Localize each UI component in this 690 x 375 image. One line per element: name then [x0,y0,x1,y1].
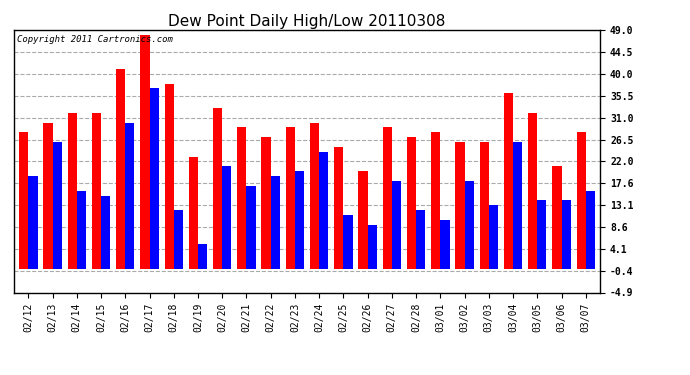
Title: Dew Point Daily High/Low 20110308: Dew Point Daily High/Low 20110308 [168,14,446,29]
Bar [43,123,52,268]
Bar [504,93,513,268]
Bar [286,128,295,268]
Bar [552,166,562,268]
Bar [198,244,207,268]
Bar [358,171,368,268]
Bar [344,215,353,268]
Bar [383,128,392,268]
Bar [431,132,440,268]
Bar [270,176,280,268]
Bar [538,201,546,268]
Bar [310,123,319,268]
Bar [489,206,498,268]
Bar [334,147,344,268]
Bar [150,88,159,268]
Bar [174,210,183,268]
Bar [19,132,28,268]
Bar [213,108,222,268]
Bar [237,128,246,268]
Bar [77,191,86,268]
Bar [140,35,150,268]
Bar [528,113,538,268]
Bar [222,166,231,268]
Bar [262,137,270,268]
Bar [126,123,135,268]
Bar [464,181,474,268]
Bar [455,142,464,268]
Bar [101,196,110,268]
Bar [164,84,174,268]
Bar [440,220,450,268]
Bar [92,113,101,268]
Bar [480,142,489,268]
Bar [513,142,522,268]
Bar [368,225,377,268]
Bar [189,157,198,268]
Bar [246,186,256,268]
Bar [407,137,416,268]
Bar [319,152,328,268]
Bar [392,181,401,268]
Bar [116,69,126,268]
Bar [577,132,586,268]
Bar [28,176,37,268]
Bar [586,191,595,268]
Bar [295,171,304,268]
Bar [68,113,77,268]
Bar [562,201,571,268]
Text: Copyright 2011 Cartronics.com: Copyright 2011 Cartronics.com [17,35,172,44]
Bar [52,142,62,268]
Bar [416,210,425,268]
